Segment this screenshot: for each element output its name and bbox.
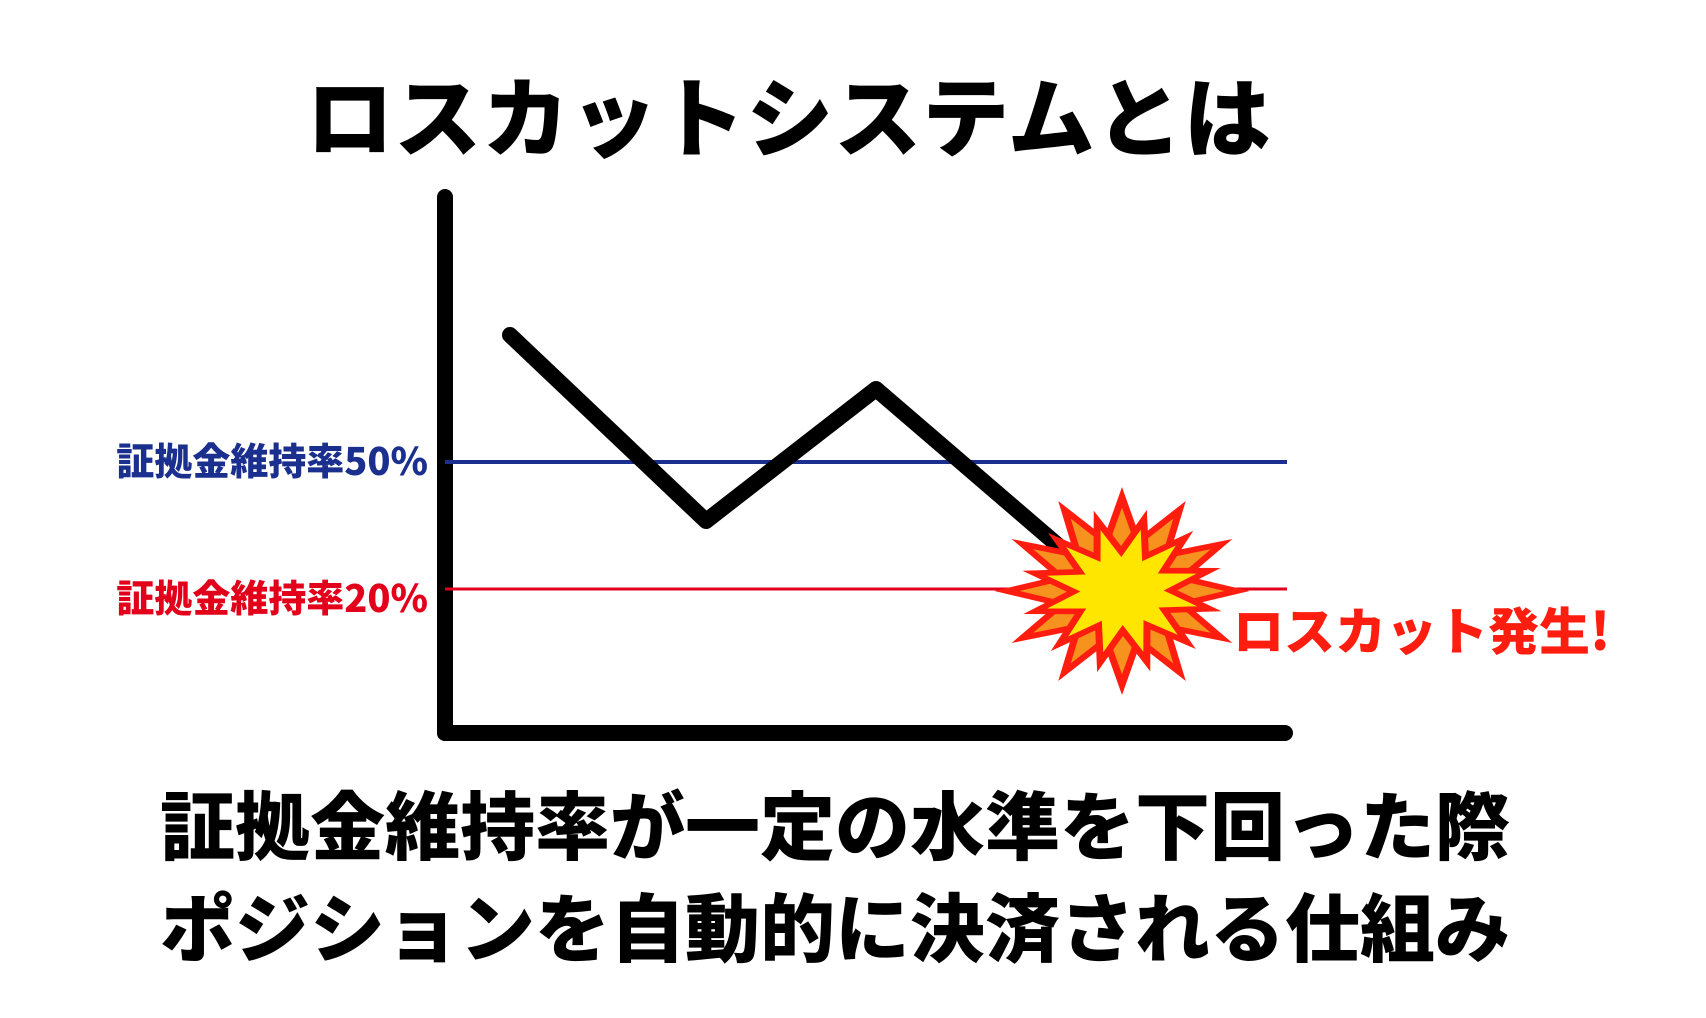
svg-text:ロスカット発生!: ロスカット発生! xyxy=(1233,591,1610,665)
svg-text:証拠金維持率20%: 証拠金維持率20% xyxy=(116,568,428,623)
svg-text:証拠金維持率50%: 証拠金維持率50% xyxy=(116,431,428,486)
